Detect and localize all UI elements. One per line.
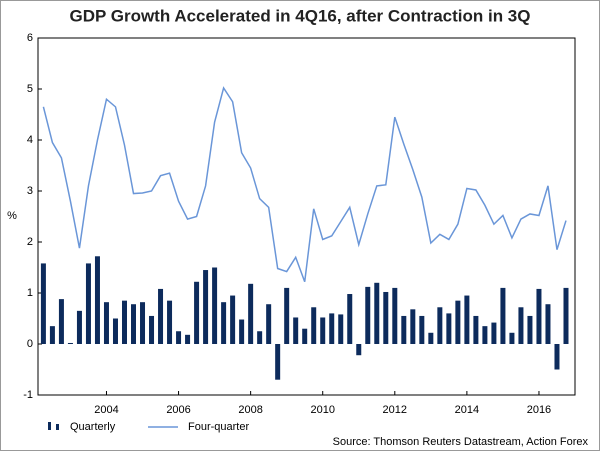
bar — [518, 307, 524, 344]
bar — [491, 322, 497, 344]
bar — [58, 299, 64, 344]
y-tick-label: 5 — [27, 83, 33, 95]
bar — [275, 344, 281, 380]
legend-bar-icon — [56, 424, 59, 430]
bar — [455, 300, 461, 344]
bar — [311, 307, 317, 344]
x-tick-label: 2008 — [238, 404, 262, 416]
bar — [500, 287, 506, 344]
bar — [284, 287, 290, 344]
legend-label: Quarterly — [70, 421, 116, 433]
bar — [221, 302, 227, 344]
bar — [185, 334, 191, 344]
bar — [194, 281, 200, 344]
bar — [365, 286, 371, 344]
bar — [158, 288, 164, 344]
bar — [103, 302, 109, 344]
x-tick-label: 2004 — [94, 404, 118, 416]
y-tick-label: 2 — [27, 236, 33, 248]
bar — [94, 256, 100, 344]
bar — [131, 304, 137, 344]
bar — [266, 304, 272, 344]
bar — [554, 344, 560, 370]
bar — [176, 331, 182, 344]
x-tick-label: 2016 — [527, 404, 551, 416]
bar — [563, 287, 569, 344]
bar — [112, 318, 118, 344]
bar — [329, 313, 335, 344]
bar — [320, 317, 326, 344]
bar — [410, 309, 416, 344]
chart-title: GDP Growth Accelerated in 4Q16, after Co… — [69, 6, 530, 25]
bar — [401, 315, 407, 344]
bar — [428, 332, 434, 344]
x-tick-label: 2012 — [383, 404, 407, 416]
y-tick-label: 3 — [27, 185, 33, 197]
bar — [374, 282, 380, 344]
bar — [473, 315, 479, 344]
legend-label: Four-quarter — [188, 421, 249, 433]
bar — [536, 288, 542, 344]
bar — [248, 283, 254, 344]
bar — [121, 300, 127, 344]
bar — [545, 304, 551, 344]
bar — [509, 332, 515, 344]
legend-bar-icon — [48, 422, 51, 430]
bar — [85, 263, 91, 344]
x-tick-label: 2006 — [166, 404, 190, 416]
source: Source: Thomson Reuters Datastream, Acti… — [333, 436, 589, 448]
y-tick-label: 1 — [27, 287, 33, 299]
bar — [167, 300, 173, 344]
bar — [149, 315, 155, 344]
y-axis-label: % — [7, 210, 17, 222]
bar — [464, 295, 470, 344]
bar — [527, 315, 533, 344]
bar — [257, 331, 263, 344]
y-tick-label: 0 — [27, 338, 33, 350]
y-tick-label: 6 — [27, 32, 33, 44]
bar — [356, 344, 362, 356]
bar — [40, 263, 46, 344]
bar — [230, 295, 236, 344]
bar — [383, 291, 389, 344]
bar — [338, 314, 344, 344]
bar — [392, 287, 398, 344]
bar — [203, 270, 209, 344]
x-tick-label: 2014 — [455, 404, 479, 416]
bar — [347, 294, 353, 344]
plot-area — [37, 37, 576, 396]
bar — [446, 313, 452, 344]
y-tick-label: 4 — [27, 134, 33, 146]
bar — [293, 317, 299, 344]
bar — [437, 307, 443, 344]
bar — [302, 328, 308, 344]
line — [42, 86, 567, 283]
bar — [49, 326, 55, 344]
bar — [212, 267, 218, 344]
y-tick-label: -1 — [23, 389, 33, 401]
bar — [140, 302, 146, 344]
bar — [419, 315, 425, 344]
bar — [482, 326, 488, 344]
bar — [67, 342, 73, 344]
x-tick-label: 2010 — [310, 404, 334, 416]
bar — [239, 319, 245, 344]
bar — [76, 310, 82, 344]
